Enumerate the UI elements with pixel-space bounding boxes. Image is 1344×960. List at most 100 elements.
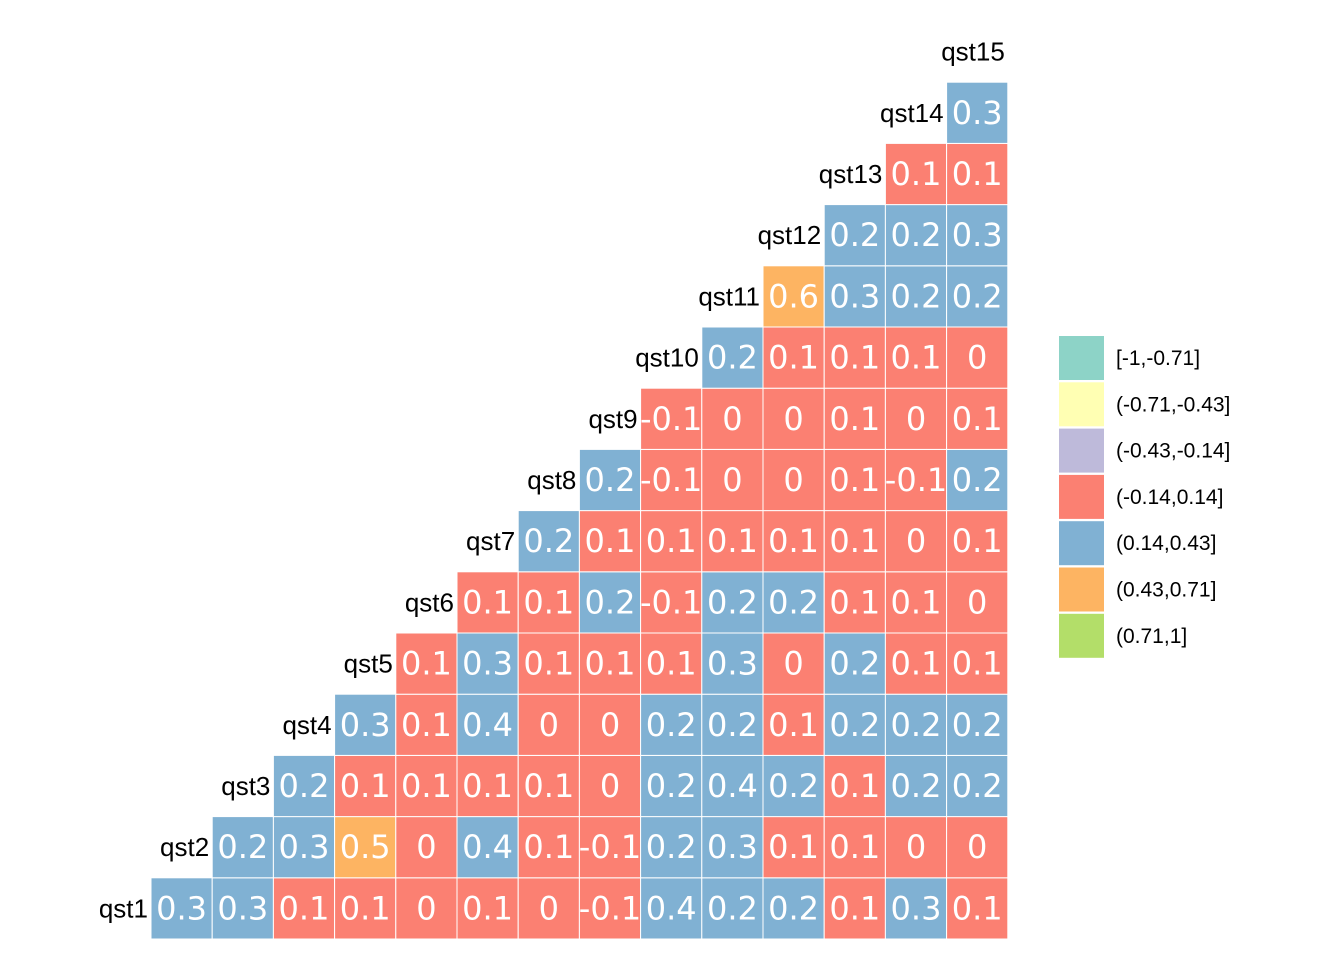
- heatmap-cell-qst3-5: [334, 754, 397, 818]
- legend-label: (0.71,1]: [1116, 625, 1187, 648]
- cell-value-label: 0: [539, 706, 559, 744]
- cell-value-label: 0.1: [891, 645, 942, 683]
- row-label-qst6: qst6: [405, 587, 454, 617]
- cell-value-label: 0.1: [462, 767, 513, 805]
- legend-swatch: [1059, 382, 1104, 427]
- heatmap-cell-qst2-6: [395, 816, 458, 879]
- cell-value-label: 0.1: [829, 583, 880, 621]
- cell-value-label: 0.1: [768, 339, 819, 377]
- cell-value-label: 0.1: [646, 645, 697, 683]
- heatmap-cell-qst8-9: [578, 448, 642, 512]
- legend-swatch: [1059, 428, 1104, 473]
- cell-value-label: 0.1: [585, 645, 636, 683]
- cell-value-label: 0: [906, 400, 926, 438]
- heatmap-cell-qst5-13: [823, 632, 886, 695]
- cell-value-label: 0.1: [829, 339, 880, 377]
- heatmap-cell-qst2-11: [701, 816, 764, 879]
- cell-value-label: 0.1: [523, 645, 574, 683]
- heatmap-cell-qst1-2: [150, 877, 213, 940]
- heatmap-cell-qst2-5: [334, 816, 397, 879]
- row-label-qst10: qst10: [635, 343, 699, 373]
- cell-value-label: 0: [906, 522, 926, 560]
- heatmap-cell-qst3-4: [272, 754, 336, 818]
- cell-value-label: 0.2: [585, 461, 636, 499]
- legend-label: (0.14,0.43]: [1116, 532, 1216, 555]
- heatmap-cell-qst1-8: [517, 877, 580, 940]
- row-label-qst9: qst9: [588, 404, 637, 434]
- row-label-qst1: qst1: [99, 893, 148, 923]
- heatmap-cell-qst6-14: [884, 571, 948, 634]
- row-label-qst5: qst5: [344, 649, 393, 679]
- cell-value-label: -0.1: [640, 400, 702, 438]
- heatmap-cell-qst10-12: [762, 326, 825, 389]
- heatmap-cell-qst11-12: [762, 265, 825, 328]
- heatmap-cell-qst5-6: [395, 632, 458, 695]
- heatmap-cell-qst6-12: [762, 571, 825, 634]
- heatmap-cell-qst4-14: [884, 693, 948, 756]
- cell-value-label: 0.1: [829, 522, 880, 560]
- cell-value-label: 0.2: [829, 645, 880, 683]
- cell-value-label: 0.1: [279, 889, 330, 927]
- heatmap-cell-qst4-15: [946, 693, 1009, 756]
- cell-value-label: 0.3: [707, 645, 758, 683]
- cell-value-label: 0.2: [646, 706, 697, 744]
- heatmap-cell-qst11-14: [884, 265, 948, 328]
- heatmap-cell-qst8-15: [946, 448, 1009, 512]
- heatmap-cell-qst3-10: [640, 754, 703, 818]
- legend-label: [-1,-0.71]: [1116, 347, 1200, 370]
- heatmap-cell-qst4-10: [640, 693, 703, 756]
- heatmap-cell-qst5-14: [884, 632, 948, 695]
- legend-label: (-0.14,0.14]: [1116, 486, 1223, 509]
- heatmap-cell-qst2-13: [823, 816, 886, 879]
- cell-value-label: 0.1: [585, 522, 636, 560]
- cell-value-label: 0.4: [707, 767, 758, 805]
- heatmap-cell-qst4-6: [395, 693, 458, 756]
- cell-value-label: 0.1: [952, 155, 1003, 193]
- heatmap-cell-qst5-15: [946, 632, 1009, 695]
- cell-value-label: 0.2: [217, 828, 268, 866]
- heatmap-cell-qst1-6: [395, 877, 458, 940]
- cell-value-label: 0: [600, 767, 620, 805]
- heatmap-cell-qst2-8: [517, 816, 580, 879]
- cell-value-label: 0.2: [646, 828, 697, 866]
- row-label-qst3: qst3: [221, 771, 270, 801]
- legend-swatch: [1059, 521, 1104, 566]
- cell-value-label: 0: [416, 828, 436, 866]
- heatmap-cell-qst6-8: [517, 571, 580, 634]
- cell-value-label: -0.1: [579, 828, 641, 866]
- cell-value-label: 0.1: [401, 767, 452, 805]
- cell-value-label: 0.1: [952, 400, 1003, 438]
- cell-value-label: 0.1: [707, 522, 758, 560]
- cell-value-label: 0.3: [156, 889, 207, 927]
- cell-value-label: 0: [539, 889, 559, 927]
- cell-value-label: 0.1: [891, 339, 942, 377]
- legend-label: (0.43,0.71]: [1116, 579, 1216, 602]
- cell-value-label: 0.3: [707, 828, 758, 866]
- cell-value-label: 0.4: [646, 889, 697, 927]
- heatmap-cell-qst5-10: [640, 632, 703, 695]
- heatmap-cells: 0.3 0.3 0.1 0.1 0 0.1 0 -0.1 0.4 0.2 0.2 0.1 0.3 0.10…: [150, 81, 1009, 940]
- cell-value-label: 0.2: [279, 767, 330, 805]
- cell-value-label: 0.2: [523, 522, 574, 560]
- legend-label: (-0.71,-0.43]: [1116, 393, 1230, 416]
- cell-value-label: 0.1: [768, 828, 819, 866]
- heatmap-cell-qst7-13: [823, 510, 886, 573]
- cell-value-label: 0.2: [829, 216, 880, 254]
- cell-value-label: 0.1: [523, 583, 574, 621]
- heatmap-cell-qst9-15: [946, 387, 1009, 450]
- row-label-qst15: qst15: [941, 37, 1005, 67]
- cell-value-label: 0.3: [952, 216, 1003, 254]
- cell-value-label: 0.2: [891, 277, 942, 315]
- heatmap-cell-qst7-15: [946, 510, 1009, 573]
- heatmap-cell-qst10-11: [701, 326, 764, 389]
- legend-swatch: [1059, 567, 1104, 612]
- cell-value-label: 0.1: [891, 583, 942, 621]
- cell-value-label: 0.1: [952, 645, 1003, 683]
- cell-value-label: 0.1: [952, 522, 1003, 560]
- cell-value-label: 0.1: [523, 767, 574, 805]
- heatmap-cell-qst13-14: [884, 142, 948, 206]
- cell-value-label: 0.1: [401, 706, 452, 744]
- heatmap-cell-qst7-8: [517, 510, 580, 573]
- cell-value-label: 0.2: [829, 706, 880, 744]
